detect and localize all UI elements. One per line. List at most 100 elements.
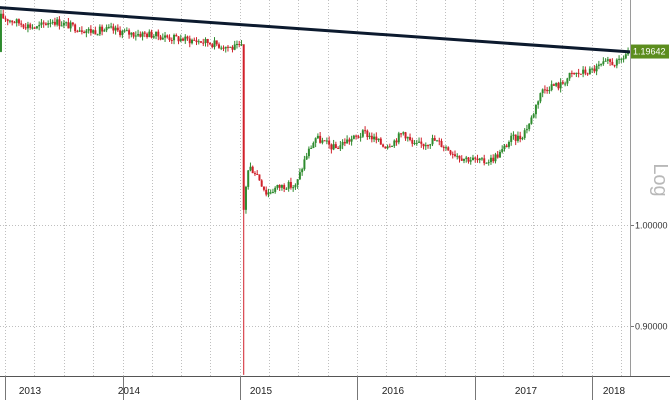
candle-body xyxy=(555,83,558,86)
candle-body xyxy=(451,153,454,155)
candle-body xyxy=(204,39,207,43)
candle-body xyxy=(220,47,223,49)
candle-body xyxy=(615,59,618,66)
candle-body xyxy=(229,46,232,48)
candle-body xyxy=(184,36,187,41)
candle-body xyxy=(47,23,50,25)
candle-body xyxy=(528,123,531,130)
candle-body xyxy=(96,34,99,36)
candle-body xyxy=(409,137,412,140)
candle-body xyxy=(402,132,405,134)
candle-body xyxy=(289,182,292,188)
x-axis: 2013 2014 2015 2016 2017 2018 xyxy=(0,376,670,400)
candle-body xyxy=(44,23,47,25)
candle-body xyxy=(609,59,612,62)
candle-body xyxy=(361,130,364,137)
candle-body xyxy=(498,151,501,158)
candle-body xyxy=(400,133,403,135)
candle-body xyxy=(231,46,234,50)
candle-body xyxy=(514,134,517,141)
candle-body xyxy=(546,89,549,92)
candle-body xyxy=(591,68,594,70)
candle-body xyxy=(530,117,533,124)
candle-body xyxy=(166,35,169,38)
candle-body xyxy=(476,158,479,161)
candle-body xyxy=(69,22,72,29)
candle-body xyxy=(38,24,41,27)
candle-body xyxy=(314,138,317,143)
candle-body xyxy=(170,39,173,41)
candle-body xyxy=(478,158,481,161)
scale-label: Log xyxy=(649,163,670,196)
candle-body xyxy=(130,32,133,35)
candle-body xyxy=(265,189,268,195)
candle-body xyxy=(337,148,340,150)
candle-body xyxy=(179,38,182,42)
candle-body xyxy=(71,22,74,25)
candle-body xyxy=(523,130,526,138)
candle-body xyxy=(600,64,603,66)
candle-body xyxy=(386,146,389,149)
candle-body xyxy=(56,19,59,25)
candle-body xyxy=(209,43,211,45)
x-tick-label-2016: 2016 xyxy=(382,386,405,397)
candle-body xyxy=(373,136,376,140)
candle-body xyxy=(11,20,14,23)
candle-body xyxy=(49,22,52,24)
candle-body xyxy=(258,174,261,181)
candle-body xyxy=(388,146,391,148)
candle-body xyxy=(406,137,409,139)
last-price-marker: 1.19642 xyxy=(631,44,669,59)
candle-body xyxy=(35,26,38,29)
candle-body xyxy=(256,173,259,175)
candle-body xyxy=(249,166,252,171)
candle-body xyxy=(483,158,486,164)
candle-body xyxy=(525,129,528,131)
candle-body xyxy=(4,18,7,20)
candle-body xyxy=(128,30,131,35)
candle-body xyxy=(510,135,513,142)
candle-body xyxy=(366,130,369,138)
candle-body xyxy=(74,24,77,32)
candle-body xyxy=(92,30,95,33)
candle-body xyxy=(532,114,535,118)
candle-body xyxy=(415,142,418,144)
candle-body xyxy=(552,84,555,86)
candle-body xyxy=(618,58,621,60)
candle-body xyxy=(119,30,122,36)
candle-body xyxy=(429,144,432,146)
candle-body xyxy=(114,27,117,31)
candle-body xyxy=(222,47,225,49)
candle-body xyxy=(368,135,371,138)
candle-body xyxy=(341,141,344,146)
candle-body xyxy=(278,184,281,188)
candle-body xyxy=(379,138,382,145)
candle-body xyxy=(83,31,86,34)
candle-body xyxy=(247,170,250,187)
candle-body xyxy=(613,65,616,67)
candle-body xyxy=(80,30,83,32)
candle-body xyxy=(62,22,65,26)
candle-body xyxy=(355,135,358,137)
candle-body xyxy=(516,135,519,141)
candle-body xyxy=(577,72,580,74)
candle-body xyxy=(316,135,319,139)
candle-body xyxy=(433,138,436,141)
candle-body xyxy=(53,21,56,25)
candle-body xyxy=(503,145,506,150)
candle-body xyxy=(303,159,306,170)
candle-body xyxy=(31,27,34,29)
candle-body xyxy=(568,72,571,79)
candle-body xyxy=(197,41,200,43)
candle-body xyxy=(103,30,106,32)
candle-body xyxy=(110,26,113,28)
candle-body xyxy=(29,24,32,28)
candle-body xyxy=(505,145,508,147)
candle-body xyxy=(211,44,214,48)
candle-body xyxy=(334,144,337,149)
candle-body xyxy=(294,184,297,188)
candle-body xyxy=(384,146,387,149)
candle-body xyxy=(22,24,25,28)
candle-body xyxy=(139,34,142,37)
candle-body xyxy=(0,13,2,52)
